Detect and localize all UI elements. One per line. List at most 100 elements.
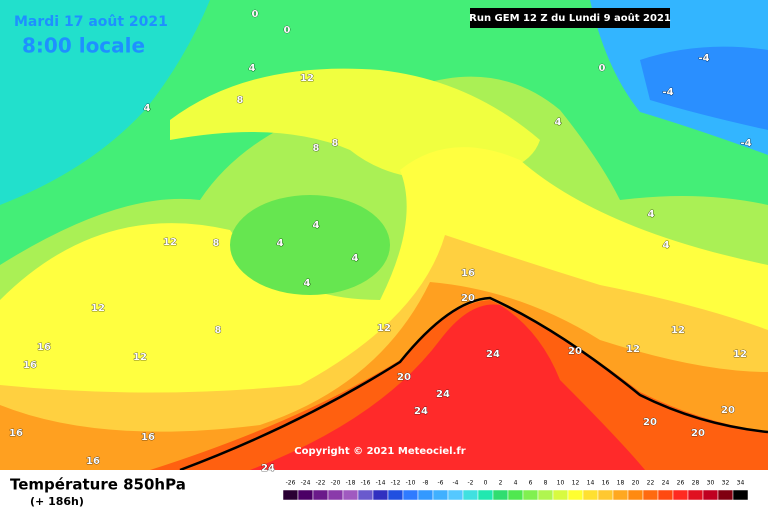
scale-label: -20 [331,480,341,487]
contour-label: 20 [643,417,657,428]
contour-label: 12 [133,352,147,363]
scale-bin [312,489,329,501]
scale-bin [522,489,539,501]
contour-label: 20 [721,405,735,416]
scale-bin [672,489,689,501]
contour-label: 8 [213,238,220,249]
contour-label: 4 [144,103,151,114]
footer-title: Température 850hPa [10,476,186,494]
contour-label: 16 [23,360,37,371]
isotherm [179,296,768,472]
contour-label: 0 [284,25,291,36]
scale-bin [537,489,554,501]
contour-label: 12 [733,349,747,360]
run-box [470,8,670,28]
scale-label: 34 [737,480,745,487]
contour-label: 8 [215,325,222,336]
contour-label: 8 [237,95,244,106]
contour-label: 16 [461,268,475,279]
scale-label: 30 [707,480,715,487]
scale-label: -8 [423,480,429,487]
contour-label: 24 [486,349,500,360]
contour-label: 12 [671,325,685,336]
scale-label: -4 [453,480,459,487]
contour-label: 4 [648,209,655,220]
scale-bin [582,489,599,501]
scale-bin [297,489,314,501]
scale-bin [402,489,419,501]
scale-label: -24 [301,480,311,487]
scale-label: -12 [391,480,401,487]
scale-bin [552,489,569,501]
time: 8:00 locale [22,34,145,58]
scale-label: 4 [514,480,518,487]
copyright: Copyright © 2021 Meteociel.fr [294,446,465,457]
contour-label: -4 [740,138,751,149]
scale-label: -14 [376,480,386,487]
cool-zone [230,195,390,295]
scale-label: 22 [647,480,655,487]
scale-label: 6 [529,480,533,487]
scale-bin [357,489,374,501]
scale-label: -2 [468,480,474,487]
scale-bin [492,489,509,501]
scale-label: -22 [316,480,326,487]
contour-label: 4 [249,63,256,74]
scale-bin [327,489,344,501]
scale-label: 0 [484,480,488,487]
hot-zone [250,304,645,470]
scale-bin [432,489,449,501]
contour-label: -4 [698,53,709,64]
scale-label: -10 [406,480,416,487]
contour-label: 12 [300,73,314,84]
scale-label: -26 [286,480,296,487]
contour-label: 12 [163,237,177,248]
contour-label: 12 [377,323,391,334]
contour-label: 20 [691,428,705,439]
scale-bin [627,489,644,501]
scale-bin [717,489,734,501]
scale-label: 8 [544,480,548,487]
contour-label: 16 [86,456,100,467]
contour-label: 20 [568,346,582,357]
scale-bin [342,489,359,501]
scale-bin [282,489,299,501]
run: Run GEM 12 Z du Lundi 9 août 2021 [469,12,671,24]
contour-label: 4 [313,220,320,231]
contour-label: 24 [436,389,450,400]
scale-bin [687,489,704,501]
scale-label: 24 [662,480,670,487]
scale-bin [387,489,404,501]
scale-label: 28 [692,480,700,487]
scale-label: 10 [557,480,565,487]
scale-bin [657,489,674,501]
contour-label: 20 [397,372,411,383]
scale-label: -18 [346,480,356,487]
contour-label: 12 [91,303,105,314]
scale-bin [507,489,524,501]
cold-zone [0,0,210,205]
contour-label: 4 [304,278,311,289]
scale-label: 18 [617,480,625,487]
contour-label: 16 [9,428,23,439]
contour-label: 4 [663,240,670,251]
contour-label: 4 [352,253,359,264]
scale-bin [462,489,479,501]
scale-bin [372,489,389,501]
scale-bin [567,489,584,501]
scale-bin [597,489,614,501]
contour-label: 0 [599,63,606,74]
contour-label: 20 [461,293,475,304]
scale-label: -16 [361,480,371,487]
scale-label: 14 [587,480,595,487]
contour-label: -4 [662,87,673,98]
scale-bin [447,489,464,501]
scale-label: 2 [499,480,503,487]
scale-label: 32 [722,480,730,487]
contour-label: 8 [332,138,339,149]
scale-bin [612,489,629,501]
scale-bin [417,489,434,501]
date: Mardi 17 août 2021 [14,14,168,30]
